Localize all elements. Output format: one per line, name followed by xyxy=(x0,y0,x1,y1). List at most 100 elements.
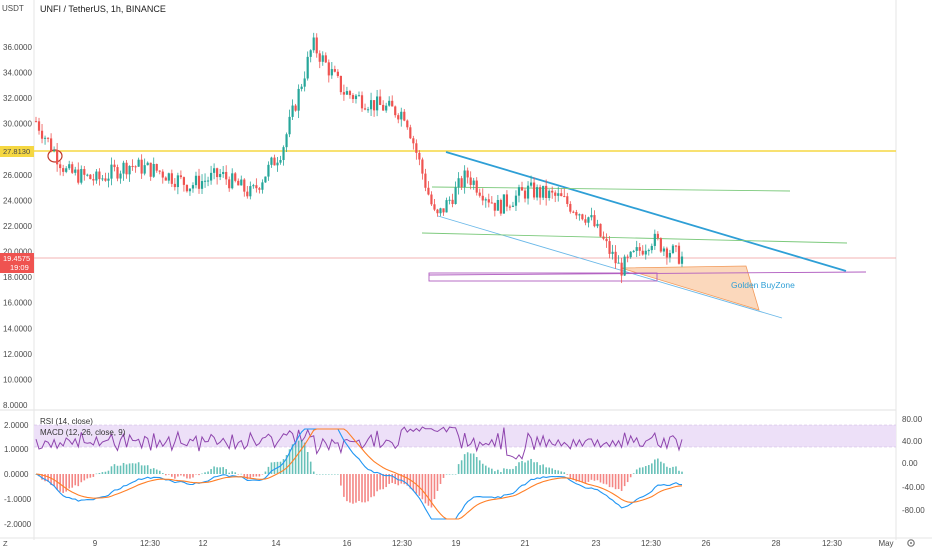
macd-histogram-bar xyxy=(644,466,647,474)
macd-left-tick-label: -1.0000 xyxy=(4,495,32,504)
macd-histogram-bar xyxy=(113,464,116,474)
macd-histogram-bar xyxy=(355,474,357,503)
drawing-tools[interactable]: Golden BuyZone xyxy=(47,149,867,319)
price-axis[interactable]: 36.0000 34.0000 32.0000 30.0000 26.0000 24.00… xyxy=(3,43,32,410)
macd-histogram-bar xyxy=(654,459,656,474)
gear-icon[interactable] xyxy=(907,539,915,547)
candle-body xyxy=(466,170,469,178)
lower-channel-line[interactable] xyxy=(437,215,783,319)
candle-body xyxy=(584,219,587,223)
macd-histogram-bar xyxy=(279,461,282,474)
candle-body xyxy=(194,175,198,186)
macd-histogram-bar xyxy=(192,474,194,478)
macd-histogram-bar xyxy=(331,474,333,475)
macd-histogram-bar xyxy=(168,474,170,475)
rsi-line[interactable] xyxy=(35,426,683,460)
macd-histogram-bar xyxy=(542,464,544,474)
candle-body xyxy=(671,245,675,254)
candle-body xyxy=(644,250,647,255)
macd-histogram-bar xyxy=(596,474,599,481)
macd-histogram-bar xyxy=(605,474,608,485)
candle-body xyxy=(222,171,225,175)
time-tick-label: 19 xyxy=(452,539,461,548)
time-tick-label: 12:30 xyxy=(641,539,662,548)
green-channel-upper[interactable] xyxy=(431,186,791,192)
candle-body xyxy=(363,108,367,110)
candle-body xyxy=(614,251,617,264)
candle-body xyxy=(206,180,210,182)
purple-range-box[interactable] xyxy=(428,272,658,282)
macd-histogram-bar xyxy=(107,470,110,474)
macd-histogram-bar xyxy=(62,474,64,493)
macd-histogram-bar xyxy=(352,474,354,504)
golden-buyzone-area[interactable] xyxy=(620,265,760,311)
macd-histogram-bar xyxy=(527,460,529,474)
candle-body xyxy=(620,262,623,276)
macd-histogram-bar xyxy=(101,472,104,474)
macd-histogram-bar xyxy=(623,474,626,487)
candlestick-series[interactable] xyxy=(34,32,684,284)
macd-histogram-bar xyxy=(370,474,372,498)
macd-histogram-bar xyxy=(406,474,409,486)
candle-body xyxy=(336,71,339,76)
candle-body xyxy=(394,106,397,116)
macd-histogram-bar xyxy=(288,449,291,474)
candle-body xyxy=(53,150,56,152)
macd-line[interactable] xyxy=(35,428,683,520)
candle-body xyxy=(83,169,86,175)
candle-body xyxy=(680,256,684,264)
macd-histogram-bar xyxy=(225,469,227,474)
candle-body xyxy=(110,164,113,179)
candle-body xyxy=(578,214,581,216)
macd-histogram[interactable] xyxy=(35,439,683,508)
macd-histogram-bar xyxy=(267,466,270,474)
candle-body xyxy=(354,95,358,100)
macd-histogram-bar xyxy=(506,468,508,474)
candle-body xyxy=(632,250,635,252)
macd-histogram-bar xyxy=(500,472,502,474)
macd-histogram-bar xyxy=(666,466,668,474)
rsi-right-tick-label: 80.00 xyxy=(902,415,923,424)
price-tick-label: 22.0000 xyxy=(3,222,32,231)
macd-histogram-bar xyxy=(385,474,387,488)
candle-body xyxy=(294,105,297,111)
candle-body xyxy=(590,215,593,218)
candle-body xyxy=(59,164,62,169)
candle-body xyxy=(415,143,418,153)
macd-right-tick-label: -80.00 xyxy=(902,506,925,515)
macd-histogram-bar xyxy=(409,474,412,489)
macd-right-tick-label: 0.00 xyxy=(902,459,918,468)
candle-body xyxy=(472,180,475,185)
macd-histogram-bar xyxy=(460,460,463,474)
purple-support-line[interactable] xyxy=(428,271,867,276)
price-tick-label: 8.0000 xyxy=(3,401,28,410)
time-axis[interactable]: 9 12:30 12 14 16 12:30 19 21 23 12:30 26 28 12:30 May xyxy=(93,539,894,548)
timezone-z-icon[interactable]: Z xyxy=(3,539,8,548)
macd-histogram-bar xyxy=(285,455,288,474)
candle-body xyxy=(357,95,361,97)
macd-histogram-bar xyxy=(367,474,369,502)
descending-trendline[interactable] xyxy=(445,151,847,272)
time-tick-label: 12:30 xyxy=(392,539,413,548)
signal-line[interactable] xyxy=(35,428,683,520)
macd-histogram-bar xyxy=(252,474,255,477)
candle-body xyxy=(167,173,170,181)
macd-histogram-bar xyxy=(364,474,366,503)
macd-histogram-bar xyxy=(554,469,557,474)
macd-histogram-bar xyxy=(315,474,318,475)
macd-histogram-bar xyxy=(343,474,345,497)
macd-histogram-bar xyxy=(545,467,547,474)
candle-body xyxy=(191,185,195,189)
candle-body xyxy=(587,217,590,223)
macd-histogram-bar xyxy=(125,464,128,474)
macd-histogram-bar xyxy=(478,460,481,474)
marker-circle[interactable] xyxy=(47,149,63,163)
candle-body xyxy=(463,170,466,188)
green-channel-lower[interactable] xyxy=(421,232,848,244)
macd-histogram-bar xyxy=(660,461,662,474)
macd-histogram-bar xyxy=(512,468,514,474)
price-tick-label: 10.0000 xyxy=(3,375,32,384)
macd-histogram-bar xyxy=(149,468,152,474)
macd-histogram-bar xyxy=(488,467,490,474)
